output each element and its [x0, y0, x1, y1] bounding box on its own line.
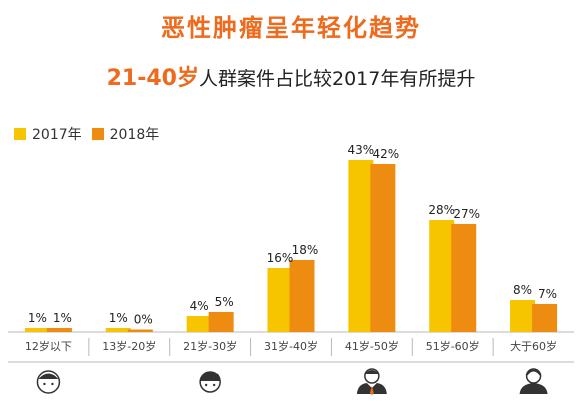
legend-item-2017: 2017年 — [14, 124, 82, 144]
category-label-3: 21岁-30岁 — [183, 339, 237, 353]
data-label-2017-3: 4% — [190, 299, 209, 313]
data-label-2018-4: 18% — [292, 243, 319, 257]
subtitle-rest: 人群案件占比较2017年有所提升 — [199, 68, 476, 90]
bar-2017-1 — [24, 328, 50, 332]
bar-2017-6 — [429, 220, 455, 332]
bar-2017-5 — [348, 160, 374, 332]
category-label-7: 大于60岁 — [510, 339, 557, 353]
bar-2018-2 — [127, 329, 153, 332]
data-label-2018-3: 5% — [215, 295, 234, 309]
bar-2018-7 — [532, 304, 558, 332]
data-label-2017-1: 1% — [28, 311, 47, 325]
category-label-5: 41岁-50岁 — [345, 339, 399, 353]
data-label-2017-7: 8% — [513, 283, 532, 297]
data-label-2017-5: 43% — [348, 143, 375, 157]
legend-label-2018: 2018年 — [109, 127, 160, 143]
data-label-2017-6: 28% — [428, 203, 455, 217]
category-label-2: 13岁-20岁 — [102, 339, 156, 353]
chart-legend: 2017年 2018年 — [14, 124, 159, 144]
legend-swatch-2017 — [14, 128, 26, 140]
bar-2018-1 — [46, 328, 72, 332]
businessman-icon — [356, 368, 387, 395]
bar-2017-7 — [510, 300, 536, 332]
bar-2017-4 — [267, 268, 293, 332]
data-label-2018-1: 1% — [53, 311, 72, 325]
bar-2018-4 — [289, 260, 315, 332]
chart-title: 恶性肿瘤呈年轻化趋势 — [161, 14, 421, 42]
data-label-2018-6: 27% — [453, 207, 480, 221]
elderly-person-icon — [519, 368, 548, 394]
category-label-1: 12岁以下 — [25, 339, 72, 353]
bar-2017-3 — [186, 316, 212, 332]
young-man-icon — [199, 371, 221, 393]
data-label-2018-5: 42% — [373, 147, 400, 161]
subtitle-highlight: 21-40岁 — [106, 66, 199, 91]
bar-2018-5 — [370, 164, 396, 332]
category-label-4: 31岁-40岁 — [264, 339, 318, 353]
chart-subtitle: 21-40岁人群案件占比较2017年有所提升 — [0, 60, 582, 92]
legend-label-2017: 2017年 — [32, 127, 82, 143]
category-label-6: 51岁-60岁 — [426, 339, 480, 353]
bar-2018-6 — [451, 224, 477, 332]
data-label-2018-7: 7% — [538, 287, 557, 301]
data-label-2017-2: 1% — [109, 311, 128, 325]
legend-item-2018: 2018年 — [91, 124, 160, 144]
bar-2017-2 — [105, 328, 131, 332]
data-label-2017-4: 16% — [267, 251, 294, 265]
data-label-2018-2: 0% — [134, 313, 153, 327]
child-face-icon — [36, 370, 61, 394]
bar-2018-3 — [208, 312, 234, 332]
legend-swatch-2018 — [91, 128, 104, 140]
